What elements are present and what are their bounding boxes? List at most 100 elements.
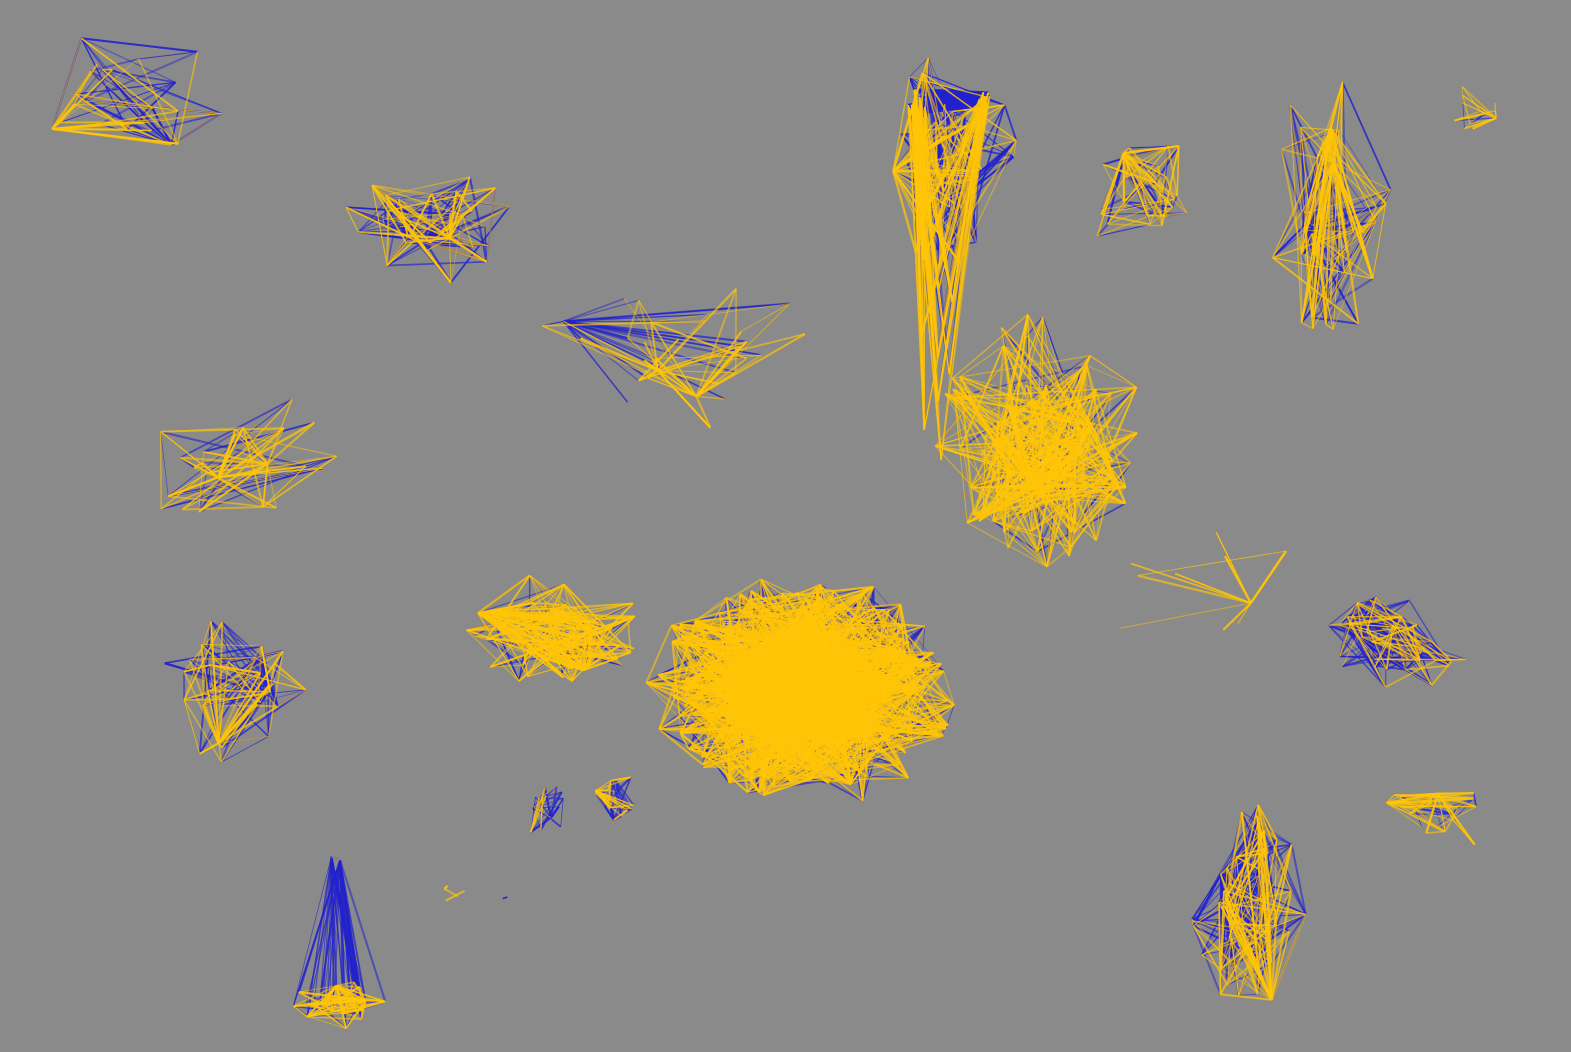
graph-edge [449,205,511,240]
graph-edge [450,215,463,283]
graph-edge [168,455,337,497]
graph-edge [217,398,293,478]
edge-layer-yellow [51,37,1497,1030]
graph-edge [486,187,496,262]
graph-edge [256,703,278,708]
graph-edge [645,625,673,684]
graph-edge [202,427,285,463]
graph-edge [81,37,198,53]
graph-edge [217,650,284,745]
graph-edge [218,742,223,749]
graph-edge [975,176,979,243]
graph-edge [386,210,390,266]
graph-edge [563,320,639,382]
graph-edge [550,786,558,818]
graph-edge [100,110,179,126]
graph-edge [371,184,432,244]
graph-edge [386,239,426,267]
graph-edge [371,185,388,266]
graph-edge [182,506,264,511]
graph-edge [319,856,332,1003]
graph-edge [102,68,176,84]
graph-edge [461,214,474,248]
graph-edge [75,93,86,102]
graph-edge [210,620,269,695]
graph-edge [217,703,258,745]
graph-edge [221,645,262,706]
graph-edge [563,303,790,322]
graph-edge [101,69,154,110]
graph-edge [217,672,262,744]
graph-edge [1290,844,1307,915]
graph-edge [267,693,270,737]
graph-edge [112,69,222,115]
graph-edge [414,239,487,263]
graph-edge [189,656,256,661]
graph-edge [551,818,562,828]
graph-edge [562,320,582,339]
graph-edge [171,113,222,146]
graph-edge [330,856,338,986]
graph-edge [242,426,269,465]
graph-edge [455,190,473,212]
graph-edge [206,472,219,478]
graph-edge [206,690,220,744]
graph-edge [449,238,452,283]
graph-edge [1192,925,1222,995]
graph-edge [1238,993,1258,996]
graph-edge [206,462,268,474]
graph-edge [449,237,489,247]
graph-edge [160,431,219,478]
graph-edge [234,433,337,457]
graph-edge [81,37,176,83]
graph-edge [449,176,471,239]
graph-edge [60,81,176,123]
graph-edge [386,239,416,267]
graph-edge [406,237,450,244]
graph-edge [206,472,219,478]
graph-edge [217,421,315,479]
graph-edge [562,320,629,403]
graph-edge [84,50,198,103]
graph-edge [398,193,432,200]
graph-edge [758,791,765,796]
graph-edge [51,38,82,130]
graph-edge [160,431,169,497]
graph-edge [502,896,508,900]
graph-edge [1191,873,1222,920]
graph-edge [384,226,426,242]
graph-edge [1454,117,1497,122]
graph-edge [99,81,177,126]
graph-edge [234,433,268,465]
graph-edge [313,856,332,1006]
graph-edge [90,70,172,146]
graph-edge [199,742,220,755]
graph-edge [217,657,257,744]
graph-edge [550,805,560,819]
graph-edge [180,457,219,478]
graph-edge [183,620,212,701]
graph-edge [339,859,387,1002]
graph-edge [234,428,269,465]
graph-edge [273,662,307,691]
graph-edge [217,622,224,744]
graph-edge [51,121,145,130]
graph-edge [1435,807,1459,829]
graph-edge [218,743,223,763]
graph-edge [371,184,451,240]
graph-edge [372,185,458,202]
graph-edge [51,128,178,145]
graph-edge [262,455,338,508]
graph-edge [1462,95,1465,129]
graph-edge [396,214,450,240]
graph-edge [1097,223,1151,237]
graph-edge [260,645,270,686]
graph-edge [431,187,496,195]
graph-edge [614,776,632,792]
graph-edge [218,735,269,744]
graph-edge [738,731,870,735]
graph-edge [386,240,426,266]
graph-edge [477,583,565,614]
